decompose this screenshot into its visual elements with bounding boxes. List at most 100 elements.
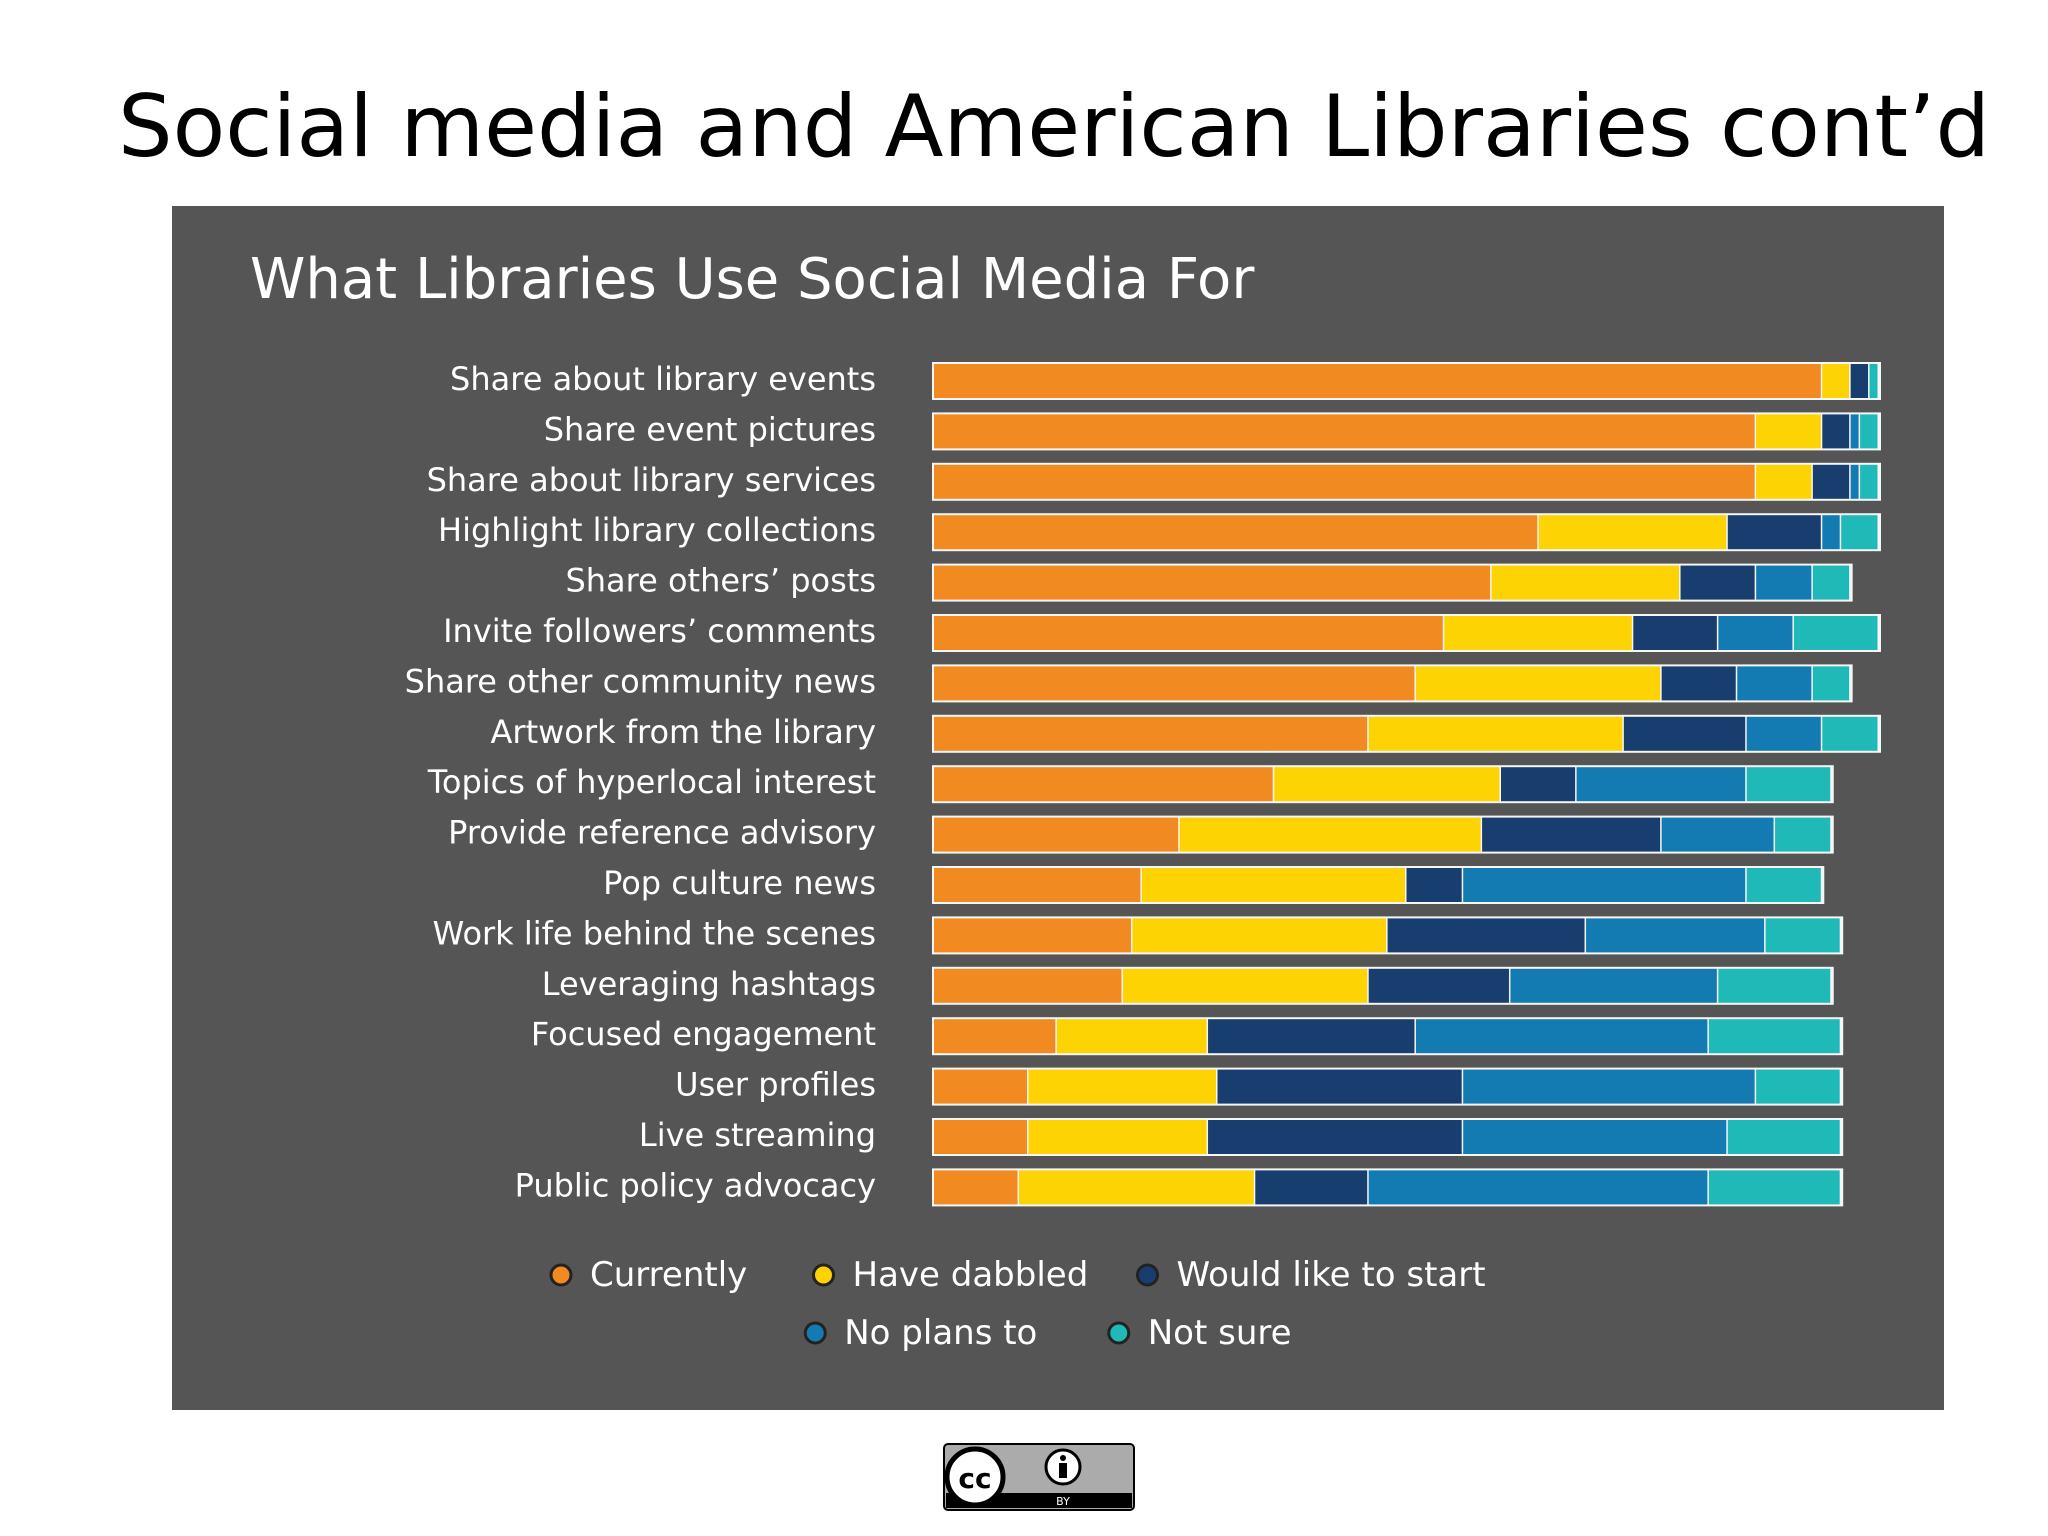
- bar-share-event-pictures-would-like-to-start: [1822, 414, 1850, 449]
- bar-share-about-library-services-not-sure: [1860, 464, 1878, 499]
- bar-user-profiles-no-plans-to: [1463, 1069, 1755, 1104]
- bar-highlight-library-collections-no-plans-to: [1822, 515, 1840, 550]
- bar-user-profiles-not-sure: [1756, 1069, 1840, 1104]
- slide-title: Social media and American Libraries cont…: [118, 77, 1991, 177]
- bar-share-other-community-news-not-sure: [1812, 666, 1850, 701]
- category-label-invite-followers-comments: Invite followers’ comments: [443, 612, 876, 650]
- bar-share-about-library-events-not-sure: [1869, 364, 1878, 398]
- cc-label: cc: [958, 1462, 991, 1495]
- bar-invite-followers-comments-would-like-to-start: [1633, 616, 1717, 650]
- chart-panel: What Libraries Use Social Media For Shar…: [172, 206, 1944, 1410]
- bar-leveraging-hashtags-have-dabbled: [1123, 968, 1368, 1003]
- bar-share-others-posts-not-sure: [1812, 565, 1850, 600]
- bar-share-others-posts-have-dabbled: [1491, 565, 1680, 600]
- bar-work-life-behind-the-scenes-no-plans-to: [1586, 918, 1765, 953]
- bar-leveraging-hashtags-would-like-to-start: [1368, 968, 1509, 1003]
- bar-share-other-community-news-would-like-to-start: [1661, 666, 1736, 701]
- bar-public-policy-advocacy-no-plans-to: [1368, 1170, 1708, 1205]
- bar-pop-culture-news-not-sure: [1746, 868, 1821, 902]
- bar-focused-engagement-would-like-to-start: [1208, 1019, 1415, 1054]
- legend-label-have-dabbled: Have dabbled: [853, 1255, 1089, 1295]
- bar-focused-engagement-currently: [934, 1019, 1056, 1054]
- bar-user-profiles-have-dabbled: [1028, 1069, 1216, 1104]
- bar-share-about-library-services-have-dabbled: [1756, 464, 1812, 499]
- bar-artwork-from-the-library-would-like-to-start: [1623, 716, 1746, 751]
- legend-label-currently: Currently: [590, 1255, 747, 1295]
- bar-focused-engagement-not-sure: [1708, 1019, 1840, 1054]
- bar-live-streaming-not-sure: [1727, 1120, 1840, 1154]
- bar-highlight-library-collections-have-dabbled: [1538, 515, 1727, 550]
- bar-share-others-posts-currently: [934, 565, 1491, 600]
- bar-work-life-behind-the-scenes-currently: [934, 918, 1131, 953]
- category-label-leveraging-hashtags: Leveraging hashtags: [542, 965, 876, 1003]
- category-label-topics-of-hyperlocal-interest: Topics of hyperlocal interest: [427, 763, 876, 801]
- bar-provide-reference-advisory-currently: [934, 817, 1179, 852]
- category-label-user-profiles: User profiles: [675, 1066, 876, 1104]
- stacked-bar-chart: What Libraries Use Social Media For Shar…: [250, 247, 1881, 1353]
- bar-artwork-from-the-library-no-plans-to: [1746, 716, 1821, 751]
- bar-topics-of-hyperlocal-interest-currently: [934, 767, 1273, 802]
- category-label-share-about-library-services: Share about library services: [427, 461, 876, 499]
- bar-public-policy-advocacy-currently: [934, 1170, 1018, 1205]
- category-label-pop-culture-news: Pop culture news: [603, 864, 876, 902]
- bar-artwork-from-the-library-have-dabbled: [1368, 716, 1623, 751]
- bar-user-profiles-currently: [934, 1069, 1027, 1104]
- bar-leveraging-hashtags-currently: [934, 968, 1122, 1003]
- by-label: BY: [1056, 1495, 1070, 1508]
- bar-live-streaming-currently: [934, 1120, 1027, 1154]
- legend-marker-would-like-to-start: [1136, 1263, 1159, 1287]
- bar-topics-of-hyperlocal-interest-not-sure: [1746, 767, 1831, 802]
- bar-provide-reference-advisory-would-like-to-start: [1482, 817, 1661, 852]
- bar-focused-engagement-no-plans-to: [1415, 1019, 1708, 1054]
- bar-provide-reference-advisory-have-dabbled: [1179, 817, 1481, 852]
- bar-provide-reference-advisory-no-plans-to: [1661, 817, 1774, 852]
- bar-pop-culture-news-have-dabbled: [1141, 868, 1405, 902]
- bar-invite-followers-comments-not-sure: [1793, 616, 1878, 650]
- bar-share-event-pictures-have-dabbled: [1756, 414, 1821, 449]
- bar-share-other-community-news-have-dabbled: [1415, 666, 1661, 701]
- bar-work-life-behind-the-scenes-have-dabbled: [1132, 918, 1387, 953]
- bar-share-about-library-services-currently: [934, 464, 1755, 499]
- bar-live-streaming-have-dabbled: [1028, 1120, 1207, 1154]
- category-label-artwork-from-the-library: Artwork from the library: [491, 713, 876, 751]
- bar-provide-reference-advisory-not-sure: [1775, 817, 1831, 852]
- legend-label-not-sure: Not sure: [1148, 1313, 1292, 1353]
- bar-live-streaming-would-like-to-start: [1208, 1120, 1462, 1154]
- category-label-share-about-library-events: Share about library events: [450, 360, 876, 398]
- cc-by-icon: cc BY: [943, 1443, 1135, 1511]
- bar-invite-followers-comments-currently: [934, 616, 1443, 650]
- bar-public-policy-advocacy-have-dabbled: [1019, 1170, 1254, 1205]
- legend: Currently Have dabbled Would like to start…: [549, 1255, 1486, 1353]
- bar-topics-of-hyperlocal-interest-have-dabbled: [1274, 767, 1500, 802]
- category-label-share-others-posts: Share others’ posts: [565, 562, 876, 600]
- legend-marker-not-sure: [1107, 1321, 1131, 1345]
- legend-marker-no-plans-to: [803, 1321, 827, 1345]
- category-label-provide-reference-advisory: Provide reference advisory: [448, 814, 876, 852]
- bars-layer: [932, 362, 1881, 1207]
- bar-artwork-from-the-library-currently: [934, 716, 1368, 751]
- legend-marker-currently: [549, 1263, 573, 1287]
- bar-work-life-behind-the-scenes-not-sure: [1765, 918, 1840, 953]
- legend-marker-have-dabbled: [812, 1263, 835, 1287]
- bar-user-profiles-would-like-to-start: [1217, 1069, 1462, 1104]
- bar-share-about-library-events-have-dabbled: [1822, 364, 1850, 398]
- category-labels: Share about library events Share event pi…: [405, 360, 876, 1204]
- bar-public-policy-advocacy-would-like-to-start: [1255, 1170, 1368, 1205]
- bar-leveraging-hashtags-not-sure: [1718, 968, 1831, 1003]
- bar-share-event-pictures-no-plans-to: [1850, 414, 1859, 449]
- bar-live-streaming-no-plans-to: [1463, 1120, 1727, 1154]
- legend-label-would-like-to-start: Would like to start: [1177, 1255, 1486, 1295]
- bar-pop-culture-news-currently: [934, 868, 1141, 902]
- category-label-share-event-pictures: Share event pictures: [544, 410, 876, 448]
- bar-artwork-from-the-library-not-sure: [1822, 716, 1878, 751]
- bar-share-about-library-services-would-like-to-start: [1812, 464, 1850, 499]
- bar-topics-of-hyperlocal-interest-no-plans-to: [1576, 767, 1746, 802]
- bar-share-event-pictures-not-sure: [1860, 414, 1878, 449]
- bar-share-about-library-events-currently: [934, 364, 1821, 398]
- bar-highlight-library-collections-not-sure: [1841, 515, 1878, 550]
- category-label-live-streaming: Live streaming: [639, 1116, 876, 1154]
- bar-work-life-behind-the-scenes-would-like-to-start: [1387, 918, 1585, 953]
- bar-invite-followers-comments-have-dabbled: [1444, 616, 1632, 650]
- bar-share-event-pictures-currently: [934, 414, 1755, 449]
- bar-leveraging-hashtags-no-plans-to: [1510, 968, 1717, 1003]
